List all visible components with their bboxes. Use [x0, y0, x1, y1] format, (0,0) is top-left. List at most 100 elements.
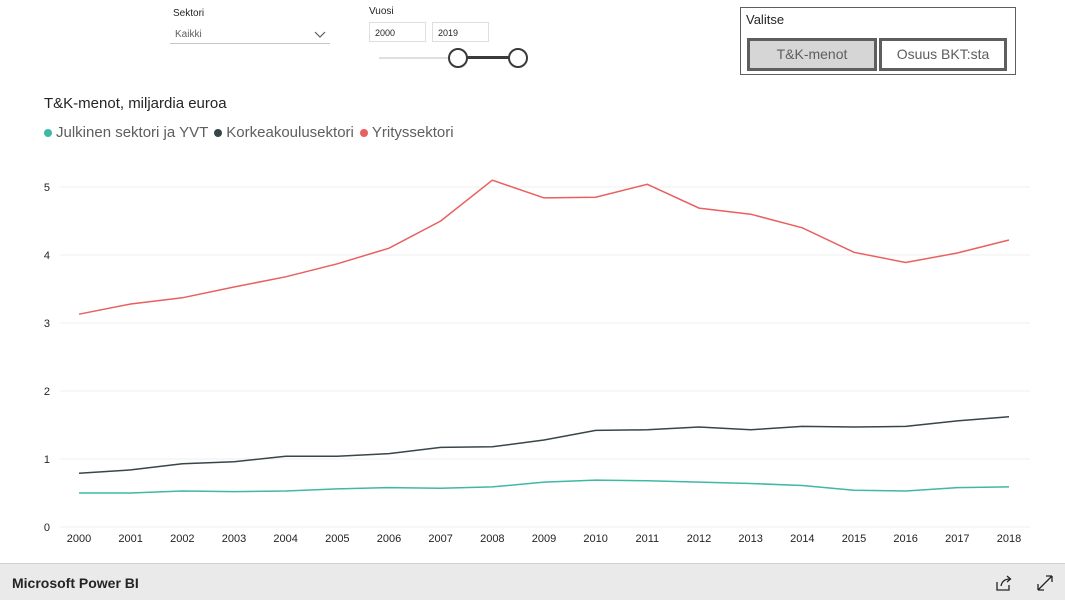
- x-tick-label: 2003: [222, 533, 246, 545]
- data-point: [490, 484, 495, 489]
- year-slider-range: [458, 56, 518, 59]
- data-point: [387, 246, 392, 251]
- chart-title: T&K-menot, miljardia euroa: [44, 95, 227, 112]
- year-from-input[interactable]: 2000: [369, 22, 426, 42]
- x-tick-label: 2010: [583, 533, 607, 545]
- data-point: [697, 206, 702, 211]
- measure-selector: Valitse T&K-menot Osuus BKT:sta: [740, 7, 1016, 75]
- data-point: [955, 418, 960, 423]
- data-point: [490, 178, 495, 183]
- year-to-input[interactable]: 2019: [432, 22, 489, 42]
- data-point: [800, 483, 805, 488]
- year-filter-label: Vuosi: [369, 6, 394, 17]
- year-slider-handle-end[interactable]: [508, 48, 528, 68]
- data-point: [852, 488, 857, 493]
- data-point: [852, 250, 857, 255]
- data-point: [283, 488, 288, 493]
- x-tick-label: 2018: [997, 533, 1021, 545]
- data-point: [697, 425, 702, 430]
- data-point: [800, 424, 805, 429]
- y-tick-label: 3: [44, 318, 50, 330]
- line-chart: 0 1 2 3 4 5 2000 2001 2002 2003 2004 2005 2006 2007 20…: [44, 178, 1030, 545]
- legend-item[interactable]: Korkeakoulusektori: [214, 124, 354, 141]
- x-tick-label: 2012: [687, 533, 711, 545]
- data-point: [903, 488, 908, 493]
- x-tick-label: 2007: [428, 533, 452, 545]
- data-point: [645, 427, 650, 432]
- data-point: [387, 451, 392, 456]
- measure-selector-title: Valitse: [746, 12, 785, 27]
- data-point: [645, 182, 650, 187]
- data-point: [438, 219, 443, 224]
- y-tick-label: 4: [44, 250, 50, 262]
- data-point: [387, 485, 392, 490]
- sector-dropdown-value: Kaikki: [175, 29, 202, 40]
- measure-button-rd-spending[interactable]: T&K-menot: [747, 38, 877, 71]
- data-point: [800, 225, 805, 230]
- footer-bar: Microsoft Power BI: [0, 563, 1065, 600]
- data-point: [748, 427, 753, 432]
- data-point: [748, 481, 753, 486]
- data-point: [852, 425, 857, 430]
- chevron-down-icon: [314, 31, 326, 38]
- x-tick-label: 2008: [480, 533, 504, 545]
- y-tick-label: 0: [44, 522, 50, 534]
- data-point: [232, 489, 237, 494]
- fullscreen-icon[interactable]: [1036, 574, 1054, 592]
- x-tick-label: 2011: [636, 533, 660, 545]
- sector-dropdown[interactable]: Kaikki: [170, 24, 330, 44]
- data-point: [645, 478, 650, 483]
- x-tick-label: 2001: [118, 533, 142, 545]
- data-point: [748, 212, 753, 217]
- x-tick-label: 2000: [67, 533, 91, 545]
- data-point: [593, 195, 598, 200]
- x-tick-label: 2014: [790, 533, 814, 545]
- data-point: [1007, 484, 1012, 489]
- x-tick-label: 2013: [738, 533, 762, 545]
- data-point: [283, 454, 288, 459]
- data-point: [438, 445, 443, 450]
- footer-brand: Microsoft Power BI: [12, 575, 139, 591]
- legend-item[interactable]: Yrityssektori: [359, 124, 454, 141]
- data-point: [128, 301, 133, 306]
- data-point: [335, 261, 340, 266]
- y-tick-label: 1: [44, 454, 50, 466]
- legend-label: Korkeakoulusektori: [226, 124, 354, 141]
- data-point: [955, 485, 960, 490]
- data-point: [903, 260, 908, 265]
- data-point: [128, 467, 133, 472]
- x-tick-label: 2017: [945, 533, 969, 545]
- legend-marker-icon: [44, 128, 52, 137]
- data-point: [232, 459, 237, 464]
- measure-button-gdp-share[interactable]: Osuus BKT:sta: [879, 38, 1007, 71]
- x-tick-label: 2006: [377, 533, 401, 545]
- data-point: [283, 274, 288, 279]
- data-point: [490, 444, 495, 449]
- data-point: [903, 424, 908, 429]
- y-tick-label: 5: [44, 182, 50, 194]
- x-tick-label: 2002: [170, 533, 194, 545]
- data-point: [77, 312, 82, 317]
- data-point: [180, 488, 185, 493]
- y-tick-label: 2: [44, 386, 50, 398]
- data-point: [593, 428, 598, 433]
- year-slider-handle-start[interactable]: [448, 48, 469, 68]
- data-point: [542, 437, 547, 442]
- data-point: [232, 284, 237, 289]
- x-tick-label: 2004: [273, 533, 297, 545]
- legend-item[interactable]: Julkinen sektori ja YVT: [44, 124, 208, 141]
- series-line: [78, 179, 1010, 315]
- data-point: [1007, 414, 1012, 419]
- share-icon[interactable]: [995, 574, 1013, 592]
- x-tick-label: 2016: [893, 533, 917, 545]
- data-point: [593, 478, 598, 483]
- sector-filter-label: Sektori: [173, 8, 205, 19]
- series-line: [78, 416, 1010, 475]
- x-tick-label: 2015: [842, 533, 866, 545]
- x-tick-label: 2005: [325, 533, 349, 545]
- data-point: [77, 491, 82, 496]
- legend-marker-icon: [214, 128, 223, 137]
- chart-legend: Julkinen sektori ja YVT Korkeakoulusektor…: [44, 124, 454, 141]
- data-point: [180, 295, 185, 300]
- data-point: [1007, 238, 1012, 243]
